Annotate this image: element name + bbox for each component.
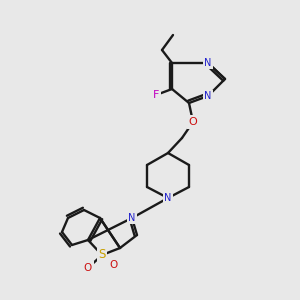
Text: S: S [98,248,106,262]
Text: O: O [189,117,197,127]
Text: N: N [204,58,212,68]
Text: N: N [128,213,136,223]
Text: N: N [164,193,172,203]
Text: O: O [84,263,92,273]
Text: N: N [204,91,212,101]
Text: F: F [153,90,159,100]
Text: O: O [109,260,117,270]
